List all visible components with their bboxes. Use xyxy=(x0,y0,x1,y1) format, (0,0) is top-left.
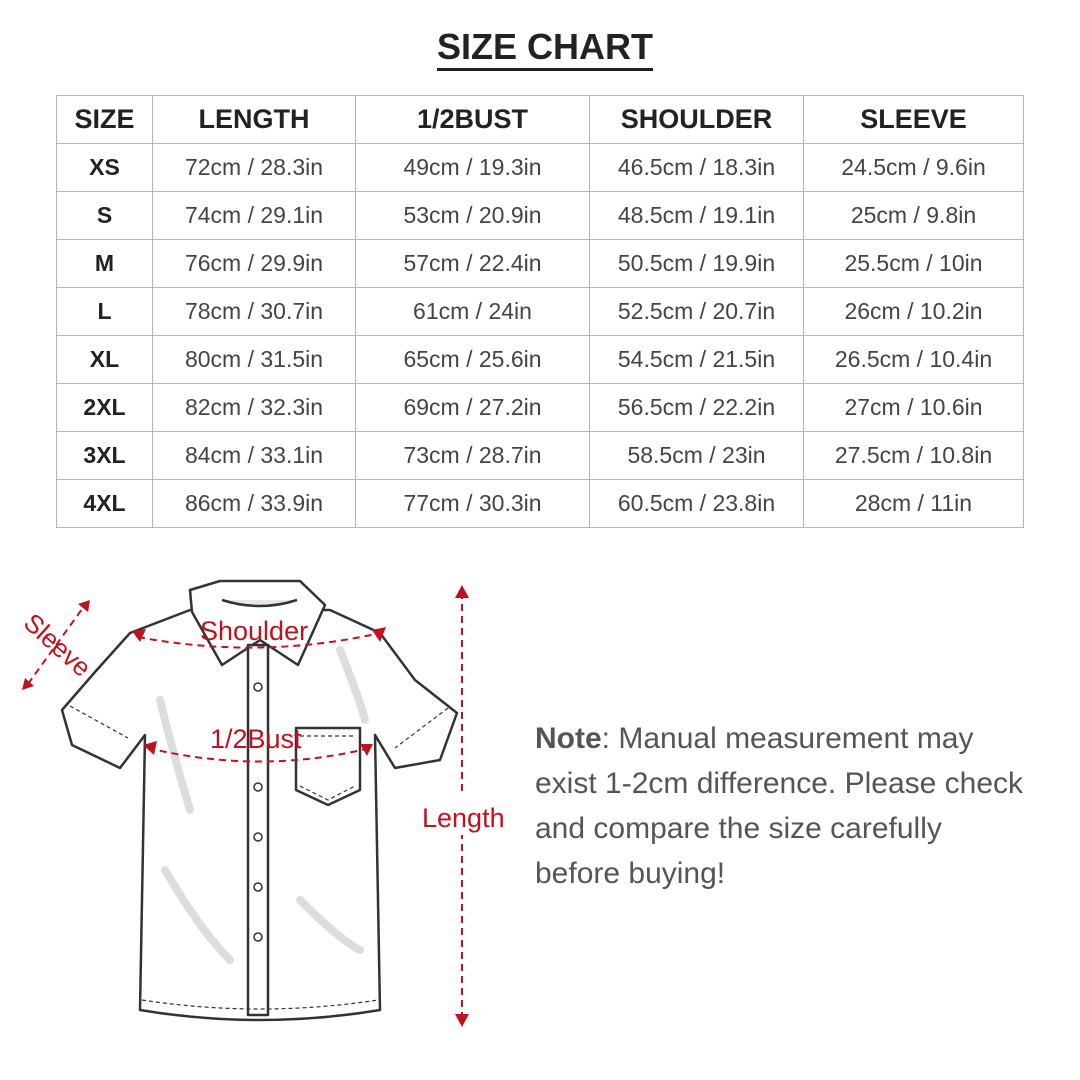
table-row: XL 80cm / 31.5in 65cm / 25.6in 54.5cm / 21.… xyxy=(56,335,1024,384)
measurement-cell: 58.5cm / 23in xyxy=(589,431,804,480)
measurement-cell: 56.5cm / 22.2in xyxy=(589,383,804,432)
measurement-cell: 28cm / 11in xyxy=(803,479,1024,528)
table-row: XS 72cm / 28.3in 49cm / 19.3in 46.5cm / 18.… xyxy=(56,143,1024,192)
arrow-heads xyxy=(22,585,469,1027)
header-shoulder: SHOULDER xyxy=(589,95,804,144)
table-row: 2XL 82cm / 32.3in 69cm / 27.2in 56.5cm / 22… xyxy=(56,383,1024,432)
header-sleeve: SLEEVE xyxy=(803,95,1024,144)
page-title: SIZE CHART xyxy=(0,26,1080,71)
measure-lines xyxy=(27,592,463,1020)
shirt-buttons xyxy=(253,682,263,942)
measurement-cell: 24.5cm / 9.6in xyxy=(803,143,1024,192)
table-row: L 78cm / 30.7in 61cm / 24in 52.5cm / 20.7in… xyxy=(56,287,1024,336)
measurement-cell: 27cm / 10.6in xyxy=(803,383,1024,432)
measurement-cell: 77cm / 30.3in xyxy=(355,479,590,528)
bust-label: 1/2Bust xyxy=(210,724,302,754)
header-bust: 1/2BUST xyxy=(355,95,590,144)
shoulder-label: Shoulder xyxy=(200,616,308,646)
measurement-cell: 80cm / 31.5in xyxy=(152,335,356,384)
size-cell: 4XL xyxy=(56,479,153,528)
measurement-cell: 72cm / 28.3in xyxy=(152,143,356,192)
measurement-cell: 49cm / 19.3in xyxy=(355,143,590,192)
size-cell: XL xyxy=(56,335,153,384)
measurement-cell: 84cm / 33.1in xyxy=(152,431,356,480)
measurement-cell: 57cm / 22.4in xyxy=(355,239,590,288)
sleeve-label: Sleeve xyxy=(18,607,97,682)
table-row: M 76cm / 29.9in 57cm / 22.4in 50.5cm / 19.9… xyxy=(56,239,1024,288)
size-cell: 2XL xyxy=(56,383,153,432)
measurement-cell: 25cm / 9.8in xyxy=(803,191,1024,240)
measurement-cell: 46.5cm / 18.3in xyxy=(589,143,804,192)
header-size: SIZE xyxy=(56,95,153,144)
measurement-cell: 69cm / 27.2in xyxy=(355,383,590,432)
size-table: SIZE LENGTH 1/2BUST SHOULDER SLEEVE XS 72… xyxy=(56,95,1024,528)
table-header-row: SIZE LENGTH 1/2BUST SHOULDER SLEEVE xyxy=(56,95,1024,144)
measurement-cell: 76cm / 29.9in xyxy=(152,239,356,288)
shirt-shading xyxy=(156,646,369,964)
measurement-cell: 48.5cm / 19.1in xyxy=(589,191,804,240)
table-row: 4XL 86cm / 33.9in 77cm / 30.3in 60.5cm / 23… xyxy=(56,479,1024,528)
measurement-cell: 53cm / 20.9in xyxy=(355,191,590,240)
measurement-cell: 74cm / 29.1in xyxy=(152,191,356,240)
table-row: 3XL 84cm / 33.1in 73cm / 28.7in 58.5cm / 23… xyxy=(56,431,1024,480)
measurement-cell: 73cm / 28.7in xyxy=(355,431,590,480)
size-cell: XS xyxy=(56,143,153,192)
measurement-cell: 78cm / 30.7in xyxy=(152,287,356,336)
measurement-cell: 26.5cm / 10.4in xyxy=(803,335,1024,384)
table-row: S 74cm / 29.1in 53cm / 20.9in 48.5cm / 19.1… xyxy=(56,191,1024,240)
measurement-cell: 60.5cm / 23.8in xyxy=(589,479,804,528)
note-text: Note: Manual measurement may exist 1-2cm… xyxy=(535,722,1024,890)
measurement-cell: 61cm / 24in xyxy=(355,287,590,336)
measurement-cell: 25.5cm / 10in xyxy=(803,239,1024,288)
length-label: Length xyxy=(422,803,505,833)
measurement-cell: 86cm / 33.9in xyxy=(152,479,356,528)
measurement-cell: 26cm / 10.2in xyxy=(803,287,1024,336)
measurement-cell: 50.5cm / 19.9in xyxy=(589,239,804,288)
measurement-cell: 27.5cm / 10.8in xyxy=(803,431,1024,480)
